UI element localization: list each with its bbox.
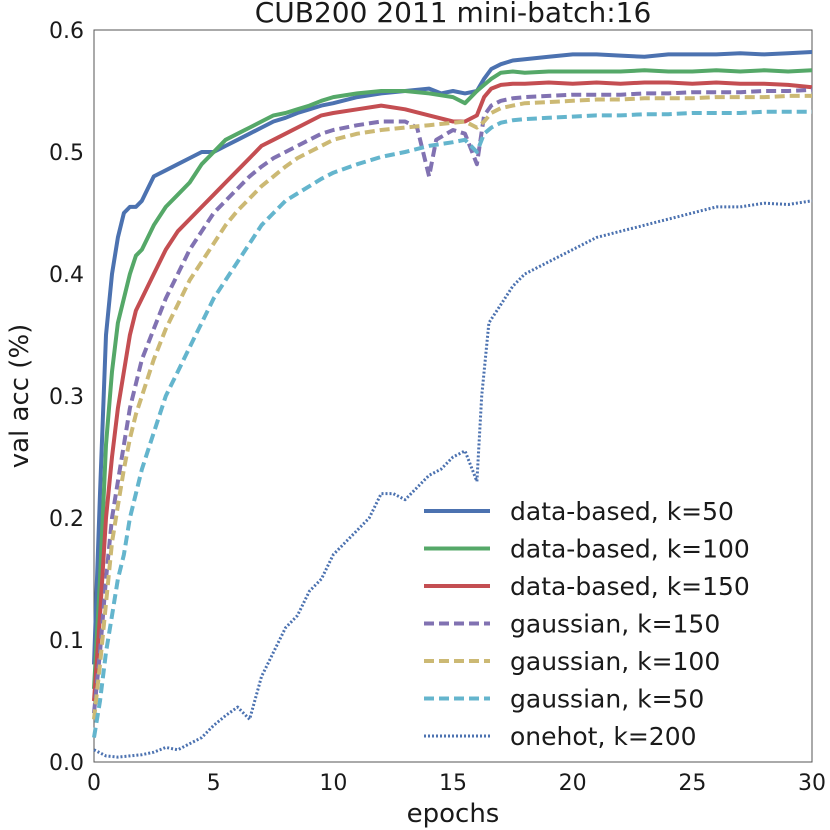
y-tick-labels: 0.0 0.1 0.2 0.3 0.4 0.5 0.6 — [49, 19, 84, 776]
y-tick-label: 0.6 — [49, 19, 84, 44]
y-tick-label: 0.0 — [49, 751, 84, 776]
series-line-7 — [93, 199, 813, 759]
series-line-6 — [92, 109, 812, 738]
legend-label-2: data-based, k=100 — [510, 535, 750, 564]
y-tick-label: 0.4 — [49, 263, 84, 288]
x-axis-label: epochs — [407, 799, 500, 829]
series-line-1 — [92, 50, 813, 665]
series-line-2 — [92, 68, 813, 689]
legend-label-1: data-based, k=50 — [510, 497, 734, 526]
series-layer — [92, 50, 813, 759]
legend-label-5: gaussian, k=100 — [510, 647, 720, 676]
y-tick-label: 0.1 — [49, 629, 84, 654]
x-tick-label: 30 — [798, 771, 826, 796]
legend-label-3: data-based, k=150 — [510, 572, 750, 601]
legend-label-4: gaussian, k=150 — [510, 610, 720, 639]
x-tick-label: 0 — [87, 771, 101, 796]
y-tick-label: 0.5 — [49, 141, 84, 166]
x-tick-label: 20 — [559, 771, 587, 796]
legend-label-7: onehot, k=200 — [510, 722, 697, 751]
legend-label-6: gaussian, k=50 — [510, 685, 704, 714]
x-tick-label: 25 — [678, 771, 706, 796]
x-tick-label: 5 — [207, 771, 221, 796]
y-axis-label: val acc (%) — [5, 324, 35, 469]
x-tick-label: 10 — [319, 771, 347, 796]
series-line-4 — [92, 87, 813, 714]
x-tick-label: 15 — [439, 771, 467, 796]
series-line-3 — [92, 80, 813, 702]
legend: data-based, k=50 data-based, k=100 data-ba… — [424, 497, 750, 751]
y-tick-label: 0.3 — [49, 385, 84, 410]
y-tick-label: 0.2 — [49, 507, 84, 532]
chart-title: CUB200 2011 mini-batch:16 — [255, 0, 652, 29]
x-tick-labels: 0 5 10 15 20 25 30 — [87, 771, 826, 796]
